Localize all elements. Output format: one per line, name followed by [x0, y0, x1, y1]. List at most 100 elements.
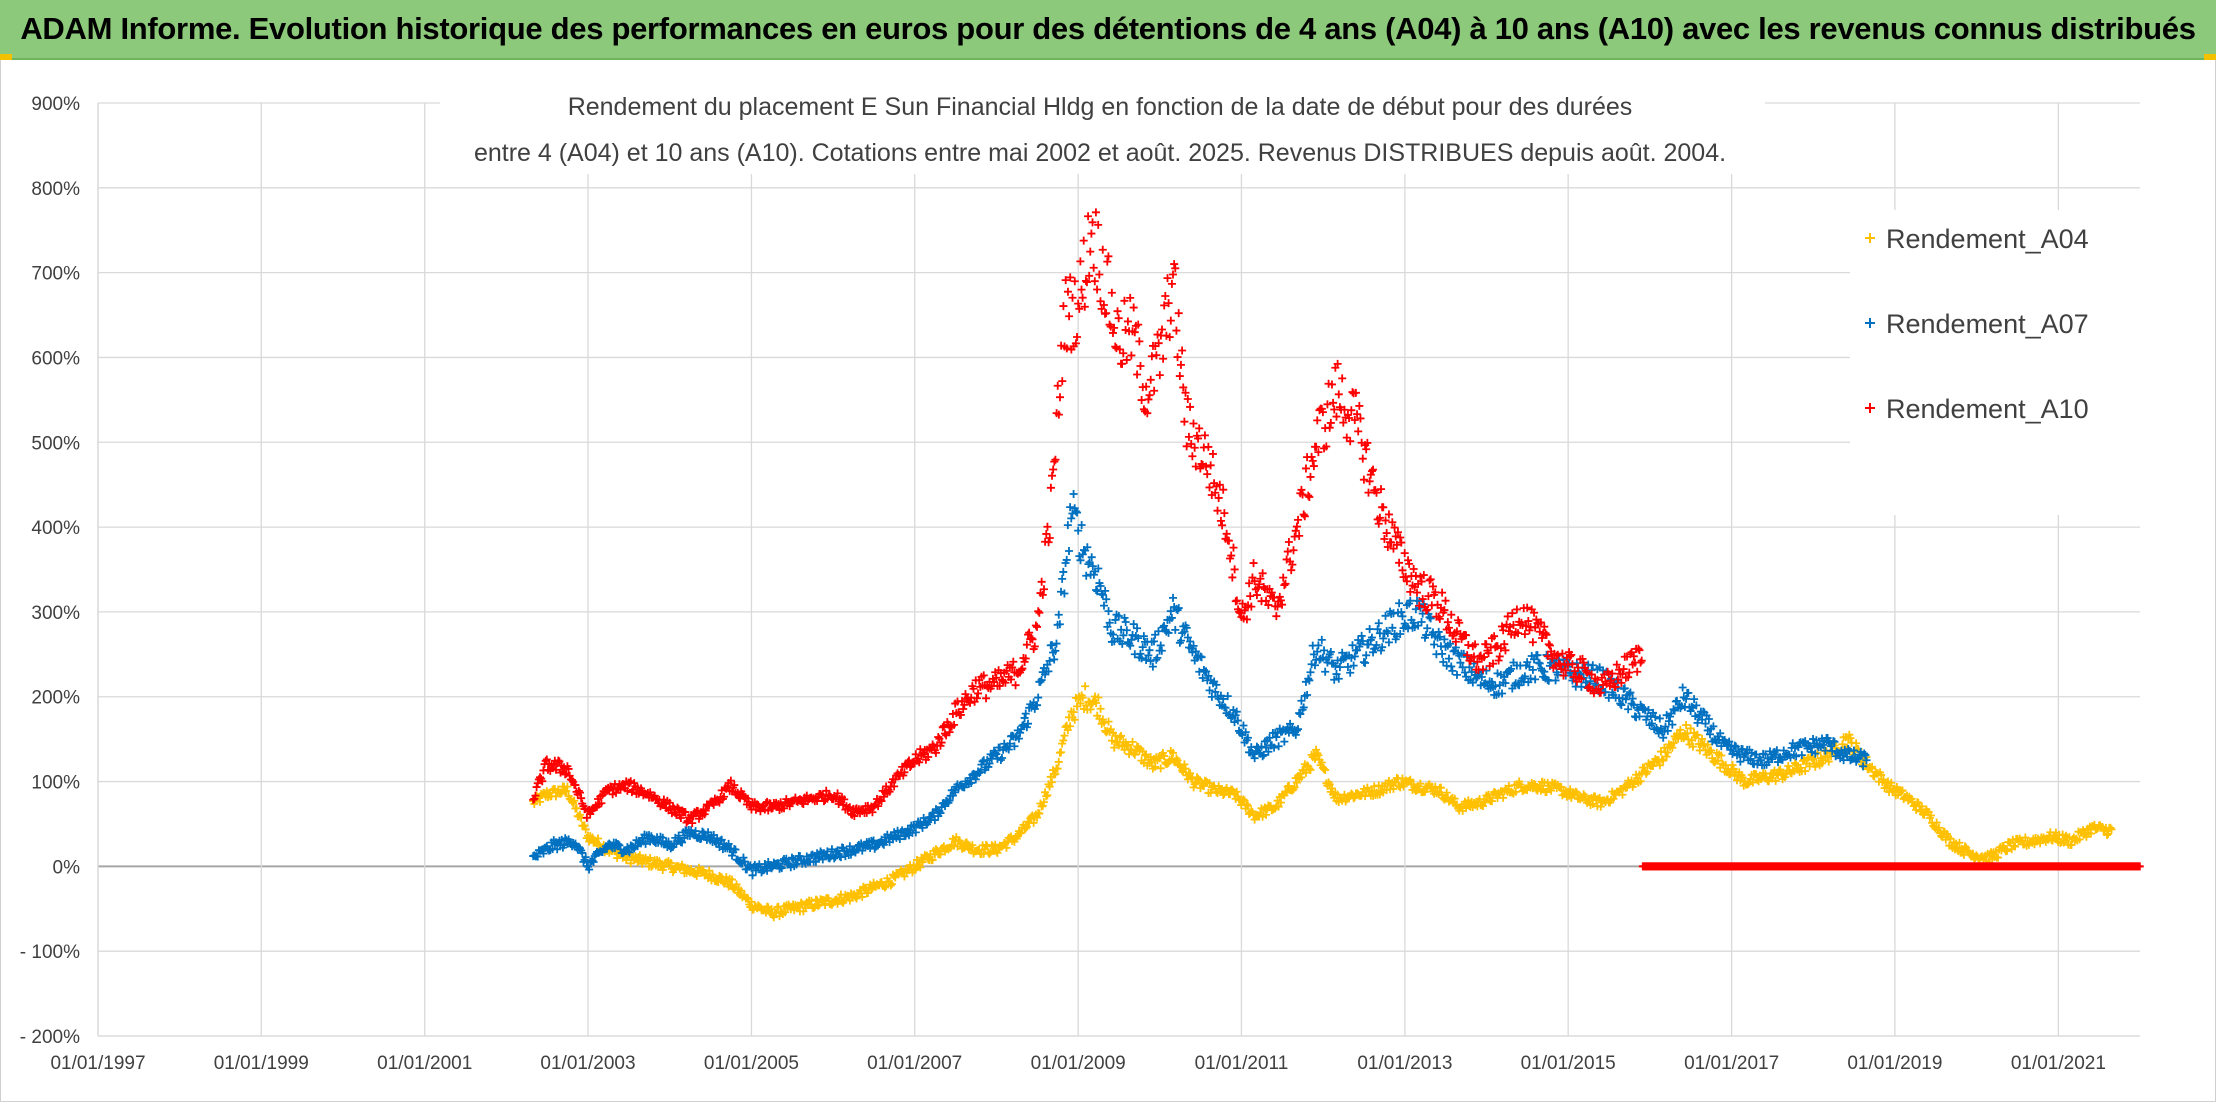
x-tick-label: 01/01/2019	[1847, 1053, 1942, 1074]
data-point	[1440, 635, 1449, 644]
data-point	[1074, 526, 1083, 535]
data-point	[1608, 669, 1617, 678]
data-point	[555, 757, 564, 766]
data-point	[1180, 760, 1189, 769]
data-point	[1121, 617, 1130, 626]
data-point	[1122, 626, 1131, 635]
data-point	[1993, 853, 2002, 862]
data-point	[1096, 704, 1105, 713]
data-point	[976, 767, 985, 776]
data-point	[1363, 438, 1372, 447]
data-point	[1311, 661, 1319, 670]
data-point	[1679, 734, 1688, 743]
data-point	[1860, 749, 1869, 758]
data-point	[1953, 843, 1962, 852]
data-point	[1204, 442, 1213, 451]
data-point	[1477, 673, 1486, 682]
data-point	[1338, 648, 1347, 657]
data-point	[1862, 756, 1871, 765]
data-point	[1369, 465, 1378, 474]
data-point	[1144, 651, 1153, 660]
data-point	[1531, 675, 1540, 684]
data-point	[1740, 750, 1749, 759]
data-point	[1423, 605, 1432, 614]
data-point	[1151, 762, 1160, 771]
data-point	[1200, 431, 1209, 440]
series-Rendement_A07	[529, 490, 1871, 880]
data-point	[1540, 667, 1549, 676]
data-point	[1101, 586, 1110, 595]
data-point	[730, 781, 739, 790]
legend-label: Rendement_A04	[1886, 224, 2089, 254]
data-point	[1819, 756, 1828, 765]
legend-background	[1850, 210, 2140, 515]
data-point	[1332, 412, 1341, 421]
data-point	[1409, 564, 1418, 573]
data-point	[1329, 398, 1338, 407]
data-point	[868, 808, 877, 817]
data-point	[1182, 442, 1191, 451]
data-point	[1312, 745, 1321, 754]
data-point	[742, 893, 751, 902]
data-point	[1731, 742, 1740, 751]
data-point	[1514, 629, 1523, 638]
data-point	[1307, 452, 1316, 461]
data-point	[1430, 640, 1439, 649]
data-point	[1558, 649, 1567, 658]
data-point	[536, 797, 545, 806]
data-point	[1203, 470, 1212, 479]
data-point	[1216, 516, 1225, 525]
data-point	[1300, 512, 1309, 521]
data-points	[529, 208, 2144, 922]
data-point	[589, 857, 598, 866]
data-point	[1435, 632, 1444, 641]
data-point	[1651, 712, 1660, 721]
data-point	[1313, 647, 1322, 656]
data-point	[1687, 702, 1696, 711]
data-point	[1717, 742, 1726, 751]
data-point	[1318, 408, 1327, 417]
data-point	[1134, 634, 1143, 643]
data-point	[666, 858, 675, 867]
data-point	[1907, 794, 1916, 803]
data-point	[1756, 756, 1765, 765]
data-point	[1325, 423, 1334, 432]
data-point	[1053, 764, 1062, 773]
y-tick-label: 700%	[31, 264, 80, 285]
data-point	[1811, 749, 1820, 758]
data-point	[985, 849, 994, 858]
data-point	[1291, 730, 1300, 739]
y-tick-label: 600%	[31, 348, 80, 369]
data-point	[1314, 751, 1323, 760]
data-point	[945, 796, 954, 805]
data-point	[1434, 627, 1443, 636]
data-point	[1443, 618, 1452, 627]
data-point	[1169, 593, 1178, 602]
data-point	[1849, 746, 1858, 755]
data-point	[1523, 603, 1532, 612]
data-point	[1119, 349, 1128, 358]
data-point	[1634, 644, 1643, 653]
data-point	[1211, 687, 1220, 696]
data-point	[858, 892, 867, 901]
data-point	[1018, 721, 1027, 730]
data-point	[776, 862, 785, 871]
data-point	[1932, 818, 1941, 827]
data-point	[571, 781, 580, 790]
data-point	[1272, 612, 1281, 621]
data-point	[1045, 534, 1054, 543]
data-point	[1379, 503, 1388, 512]
x-tick-label: 01/01/2015	[1521, 1053, 1616, 1074]
data-point	[1618, 790, 1627, 799]
data-point	[1189, 641, 1198, 650]
data-point	[936, 850, 945, 859]
data-point	[813, 796, 822, 805]
data-point	[678, 838, 687, 847]
data-point	[1092, 586, 1101, 595]
data-point	[877, 797, 886, 806]
data-point	[1523, 658, 1532, 667]
data-point	[781, 908, 790, 917]
x-tick-label: 01/01/1997	[50, 1053, 145, 1074]
data-point	[1299, 703, 1308, 712]
data-point	[1627, 648, 1636, 657]
